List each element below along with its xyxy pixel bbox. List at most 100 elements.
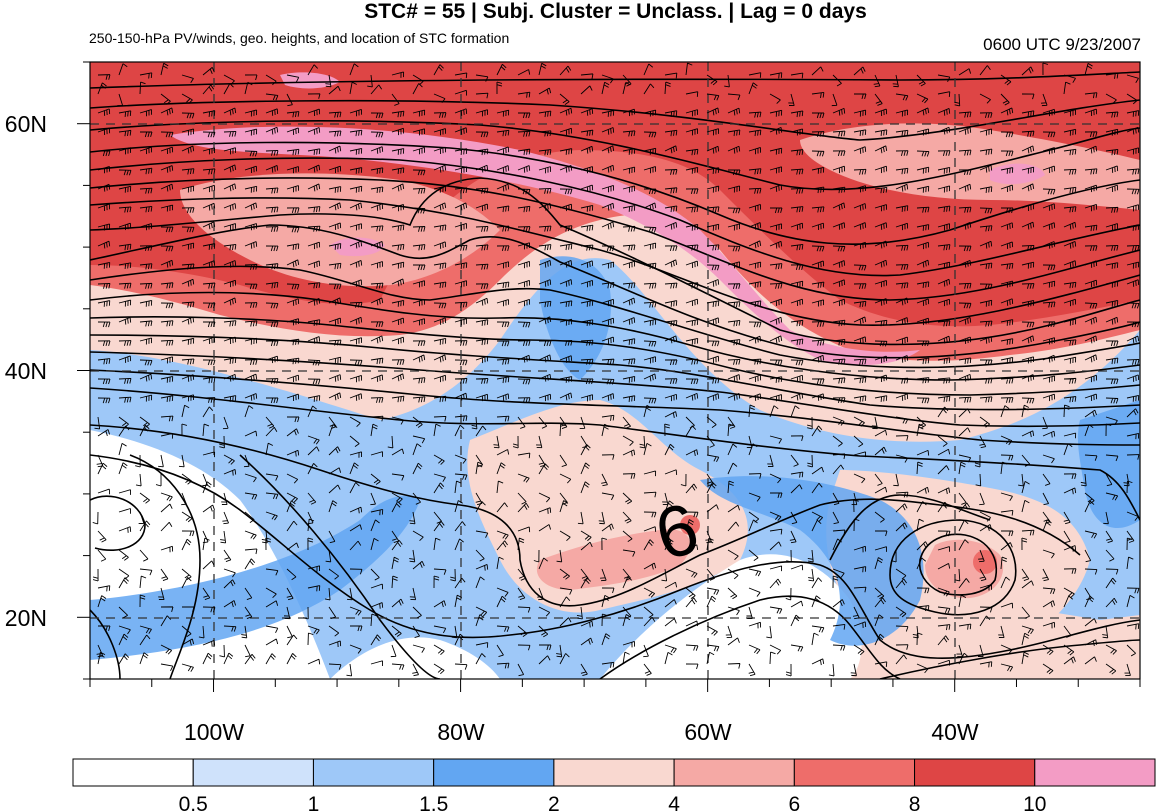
wind-barb [1105, 165, 1119, 173]
wind-barb [517, 526, 531, 533]
wind-barb [286, 449, 300, 457]
wind-barb [580, 260, 594, 268]
wind-barb [370, 519, 380, 532]
wind-barb [1084, 354, 1098, 363]
wind-barb [601, 393, 615, 401]
wind-barb [265, 492, 279, 500]
wind-barb [811, 260, 825, 268]
wind-barb [1000, 644, 1013, 655]
wind-barb [664, 221, 678, 230]
wind-barb [576, 606, 583, 620]
wind-barb [807, 416, 813, 430]
wind-barb [265, 206, 279, 213]
wind-barb [349, 435, 360, 447]
wind-barb [661, 568, 668, 582]
wind-barb [1042, 301, 1056, 308]
wind-barb [1102, 625, 1109, 639]
wind-barb [601, 587, 615, 594]
wind-barb [664, 72, 678, 79]
wind-barb [370, 357, 384, 365]
wind-barb [349, 147, 363, 155]
wind-barb [1105, 423, 1112, 437]
wind-barb [517, 148, 531, 156]
wind-barb [181, 577, 192, 589]
wind-barb [97, 127, 111, 136]
wind-barb [580, 85, 593, 95]
wind-barb [118, 317, 132, 325]
wind-barb [1063, 148, 1077, 156]
wind-barb [433, 663, 445, 675]
wind-barb [893, 473, 899, 487]
wind-barb [328, 243, 342, 250]
wind-barb [580, 108, 594, 116]
wind-barb [874, 222, 888, 230]
wind-barb [370, 538, 379, 551]
contour-line [90, 387, 1140, 521]
wind-barb [748, 111, 762, 118]
wind-barb [1126, 587, 1140, 594]
wind-barb [622, 130, 636, 137]
wind-barb [160, 545, 174, 553]
wind-barb [1126, 126, 1140, 135]
wind-barb [727, 301, 741, 308]
wind-barb [769, 644, 782, 655]
wind-barb [391, 501, 402, 513]
wind-barb [874, 340, 888, 347]
wind-barb [512, 435, 519, 449]
wind-barb [517, 321, 531, 328]
wind-barb [244, 430, 258, 437]
wind-barb [349, 524, 363, 532]
wind-barb [223, 243, 237, 251]
wind-barb [1126, 204, 1139, 212]
wind-barb [790, 280, 804, 288]
wind-barb [664, 378, 678, 384]
wind-barb [412, 377, 426, 384]
wind-barb [748, 393, 762, 401]
wind-barb [265, 355, 279, 364]
wind-barb [1063, 377, 1077, 384]
wind-barb [181, 511, 193, 523]
wind-barb [1063, 530, 1071, 544]
wind-barb [517, 473, 530, 483]
wind-barb [349, 540, 362, 551]
wind-barb [286, 634, 298, 646]
wind-barb [1126, 454, 1140, 460]
wind-barb [937, 563, 951, 570]
wind-barb [1000, 298, 1014, 306]
wind-barb [412, 280, 425, 288]
wind-barb [601, 145, 615, 154]
wind-barb [1042, 644, 1054, 656]
wind-barb [475, 164, 489, 173]
wind-barb [748, 587, 761, 597]
wind-barb [328, 130, 342, 137]
wind-barb [748, 358, 762, 365]
wind-barb [412, 340, 426, 347]
wind-barb [517, 279, 531, 288]
wind-barb [1126, 335, 1140, 344]
wind-barb [160, 503, 173, 513]
wind-barb [475, 606, 488, 617]
wind-barb [559, 454, 568, 467]
wind-barb [601, 74, 614, 84]
wind-barb [244, 302, 258, 308]
wind-barb [223, 297, 237, 306]
wind-barb [727, 145, 741, 154]
wind-barb [622, 640, 636, 648]
wind-barb [958, 652, 969, 665]
wind-barb [685, 597, 697, 608]
wind-barb [139, 245, 153, 251]
wind-barb [579, 416, 586, 430]
wind-barb [643, 166, 657, 174]
wind-barb [727, 521, 740, 532]
wind-barb [181, 638, 195, 646]
wind-barb [643, 131, 657, 138]
wind-barb [139, 167, 153, 175]
wind-barb [622, 416, 631, 429]
wind-barb [895, 150, 909, 156]
wind-barb [391, 575, 398, 589]
wind-barb [223, 203, 237, 211]
wind-barb [1042, 280, 1056, 288]
contour-line [90, 177, 1140, 346]
wind-barb [538, 655, 551, 665]
wind-barb [202, 397, 216, 403]
